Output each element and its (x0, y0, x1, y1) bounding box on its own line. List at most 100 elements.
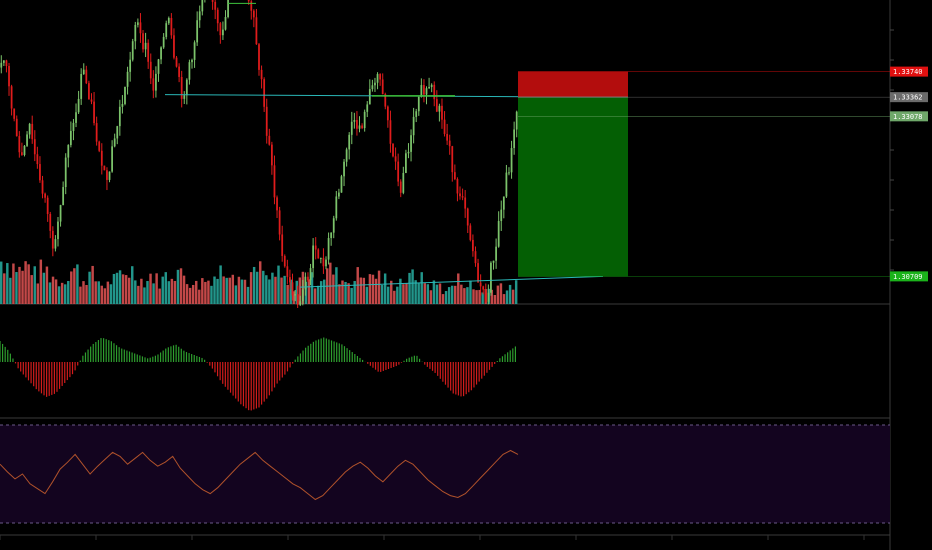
volume-bar (231, 274, 235, 304)
candle-body (472, 239, 474, 252)
volume-bar (390, 280, 393, 304)
short-position-box[interactable] (518, 71, 628, 277)
volume-bar (402, 284, 405, 304)
volume-bar (399, 278, 402, 304)
candle-body (118, 106, 121, 127)
volume-bar (383, 273, 387, 304)
volume-bar (362, 277, 366, 304)
volume-bar (240, 279, 244, 304)
candle-body (149, 61, 152, 79)
candle-body (268, 135, 271, 145)
volume-bar (155, 273, 158, 304)
candle-body (116, 126, 119, 139)
take-profit-zone (518, 97, 628, 277)
candle-body (358, 125, 361, 129)
candle-body (178, 66, 180, 77)
candle-body (82, 69, 85, 75)
volume-bar (210, 285, 213, 304)
volume-bar (316, 285, 320, 304)
candle-body (188, 62, 191, 80)
volume-bar (338, 284, 341, 304)
candle-body (103, 165, 106, 171)
volume-bar (249, 272, 253, 304)
volume-bar (146, 281, 149, 304)
price-label-bg (890, 271, 928, 282)
candle-body (384, 94, 387, 107)
candle-body (435, 99, 438, 112)
candle-body (131, 41, 134, 60)
candle-body (291, 282, 294, 296)
volume-bar (115, 272, 119, 304)
price-label-bg (890, 92, 928, 103)
candle-body (343, 161, 345, 177)
candle-body (124, 86, 126, 104)
volume-bar (396, 286, 399, 304)
candle-body (327, 238, 330, 260)
candlesticks[interactable] (0, 0, 518, 308)
candle-body (402, 172, 405, 193)
candle-body (283, 255, 286, 267)
volume-bar (469, 280, 472, 304)
candle-body (21, 152, 23, 155)
candle-body (299, 301, 302, 306)
candle-body (294, 294, 296, 296)
candle-body (438, 105, 441, 112)
candle-body (502, 196, 505, 210)
stop-loss-zone (518, 71, 628, 98)
volume-bar (124, 275, 128, 304)
candle-body (93, 101, 95, 124)
candle-body (49, 213, 52, 231)
candle-body (62, 187, 65, 206)
candle-body (147, 42, 150, 62)
volume-bar (265, 275, 268, 304)
candle-body (134, 24, 137, 42)
volume-bar (463, 288, 466, 304)
candle-body (263, 79, 266, 107)
volume-bar (18, 266, 21, 304)
candle-body (77, 98, 80, 113)
volume-bar (179, 268, 183, 304)
volume-bar (85, 284, 88, 304)
volume-bar (164, 272, 167, 304)
volume-bar (91, 265, 94, 304)
candle-body (420, 85, 423, 97)
candle-body (363, 111, 366, 129)
candle-body (314, 245, 317, 250)
candle-body (175, 57, 178, 67)
candle-body (330, 232, 333, 239)
candle-body (350, 121, 353, 135)
candle-body (492, 260, 495, 263)
volume-bar (313, 288, 317, 304)
candle-body (41, 180, 44, 194)
volume-bar (298, 277, 302, 304)
price-label: 1.33362 (893, 94, 923, 102)
candle-body (26, 134, 28, 146)
volume-bar (286, 284, 289, 304)
volume-bar (140, 278, 143, 304)
volume-bar (259, 261, 262, 304)
candle-body (479, 282, 482, 287)
candle-body (307, 276, 309, 281)
candle-body (33, 139, 36, 155)
volume-bar (191, 284, 195, 304)
candle-body (13, 108, 16, 119)
price-axis[interactable]: 1.33740 1.33362 1.33078 1.30709 (518, 66, 928, 282)
volume-bar (33, 266, 36, 304)
candle-body (250, 1, 253, 11)
volume-bar (329, 262, 332, 304)
volume-bar (319, 281, 323, 304)
volume-bar (195, 280, 198, 304)
volume-bar (216, 278, 219, 304)
volume-bar (432, 280, 436, 304)
volume-bar (0, 261, 3, 304)
volume-bar (234, 285, 238, 304)
volume-bar (100, 285, 103, 304)
candle-body (356, 120, 358, 129)
candle-body (136, 22, 139, 25)
candle-body (484, 289, 487, 302)
candle-body (95, 123, 98, 142)
candle-body (487, 292, 490, 302)
candle-body (301, 289, 304, 302)
candle-body (165, 23, 168, 37)
